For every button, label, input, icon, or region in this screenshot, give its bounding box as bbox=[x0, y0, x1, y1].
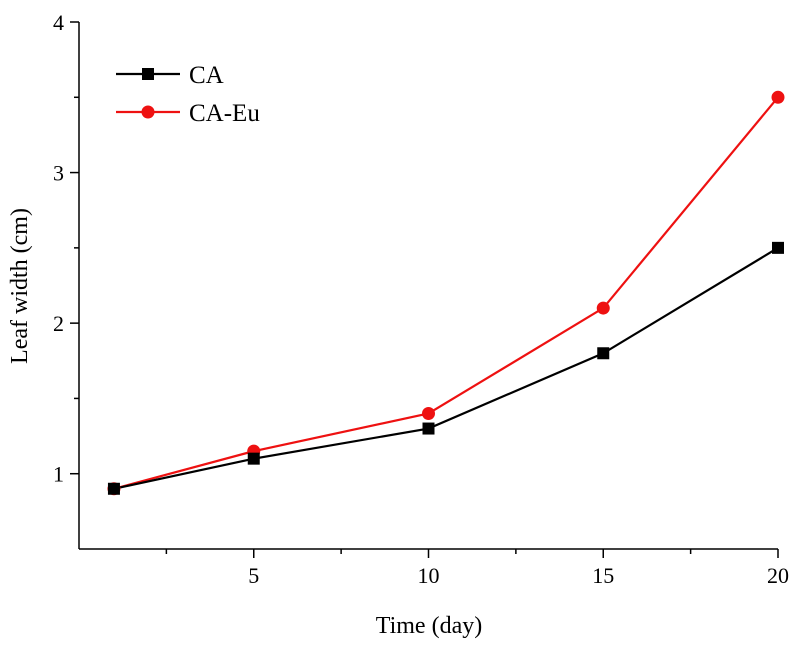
legend-marker-ca-eu bbox=[141, 105, 155, 119]
y-tick-label: 1 bbox=[53, 462, 64, 487]
data-point-ca bbox=[772, 241, 784, 254]
data-point-ca bbox=[422, 422, 435, 435]
legend-label-ca: CA bbox=[189, 62, 224, 89]
legend: CA CA-Eu bbox=[116, 62, 260, 127]
data-point-ca-eu bbox=[422, 406, 435, 420]
y-tick-label: 4 bbox=[53, 10, 64, 35]
data-point-ca bbox=[597, 347, 610, 360]
legend-label-ca-eu: CA-Eu bbox=[189, 100, 260, 127]
ticks: 5 10 15 20 1 2 3 4 bbox=[53, 10, 789, 588]
data-point-ca bbox=[107, 482, 120, 495]
y-axis-title: Leaf width (cm) bbox=[7, 208, 33, 364]
series-line-ca-eu bbox=[113, 96, 779, 490]
data-point-ca bbox=[247, 452, 260, 465]
y-tick-label: 3 bbox=[53, 161, 64, 186]
x-axis-title: Time (day) bbox=[376, 613, 482, 639]
series-layer bbox=[107, 90, 785, 496]
series-line-ca bbox=[113, 246, 779, 490]
data-point-ca-eu bbox=[596, 301, 610, 315]
data-point-ca-eu bbox=[771, 90, 785, 104]
legend-marker-ca bbox=[142, 68, 154, 80]
x-tick-label: 20 bbox=[767, 563, 789, 588]
y-tick-label: 2 bbox=[53, 311, 64, 336]
x-tick-label: 5 bbox=[248, 563, 259, 588]
x-tick-label: 15 bbox=[592, 563, 614, 588]
x-tick-label: 10 bbox=[418, 563, 440, 588]
